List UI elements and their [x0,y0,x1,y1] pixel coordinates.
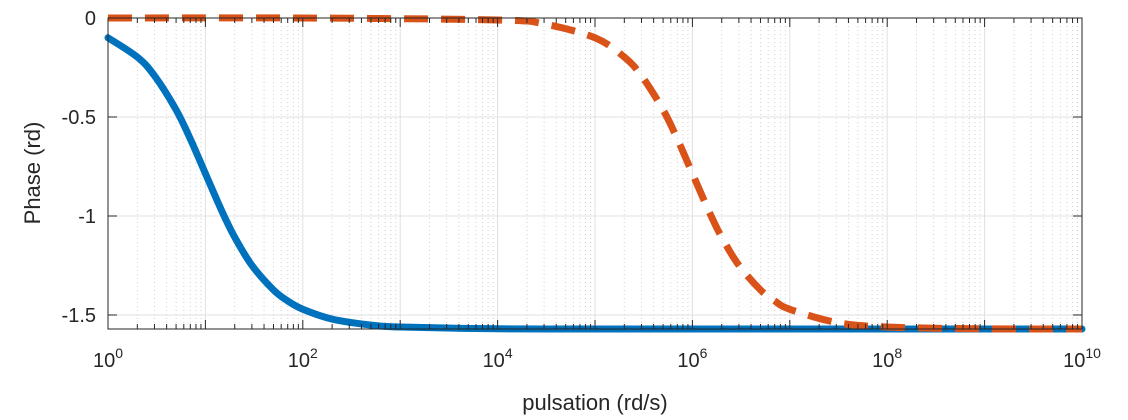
x-tick-exponent: 8 [894,345,902,361]
x-tick-base: 10 [872,350,894,372]
x-tick-label: 1010 [1063,345,1101,372]
x-tick-label: 108 [872,345,902,372]
y-tick-label: -1.5 [62,305,96,327]
y-tick-label: -0.5 [62,107,96,129]
x-tick-base: 10 [93,350,115,372]
y-tick-labels: 0 -0.5 -1 -1.5 [62,8,96,327]
x-tick-exponent: 10 [1085,345,1101,361]
y-axis-label: Phase (rd) [20,122,45,225]
x-tick-labels: 100 102 104 106 108 1010 [93,345,1101,372]
y-tick-label: 0 [85,8,96,30]
x-tick-exponent: 6 [700,345,708,361]
x-tick-base: 10 [288,350,310,372]
x-tick-base: 10 [1063,350,1085,372]
x-tick-label: 104 [483,345,513,372]
x-tick-label: 100 [93,345,123,372]
x-tick-base: 10 [677,350,699,372]
axes-frame [107,17,1083,330]
x-tick-label: 102 [288,345,318,372]
x-tick-exponent: 4 [505,345,513,361]
y-tick-label: -1 [78,206,96,228]
x-tick-base: 10 [483,350,505,372]
x-axis-label: pulsation (rd/s) [522,390,668,415]
x-tick-label: 106 [677,345,707,372]
x-tick-exponent: 2 [310,345,318,361]
x-tick-exponent: 0 [115,345,123,361]
